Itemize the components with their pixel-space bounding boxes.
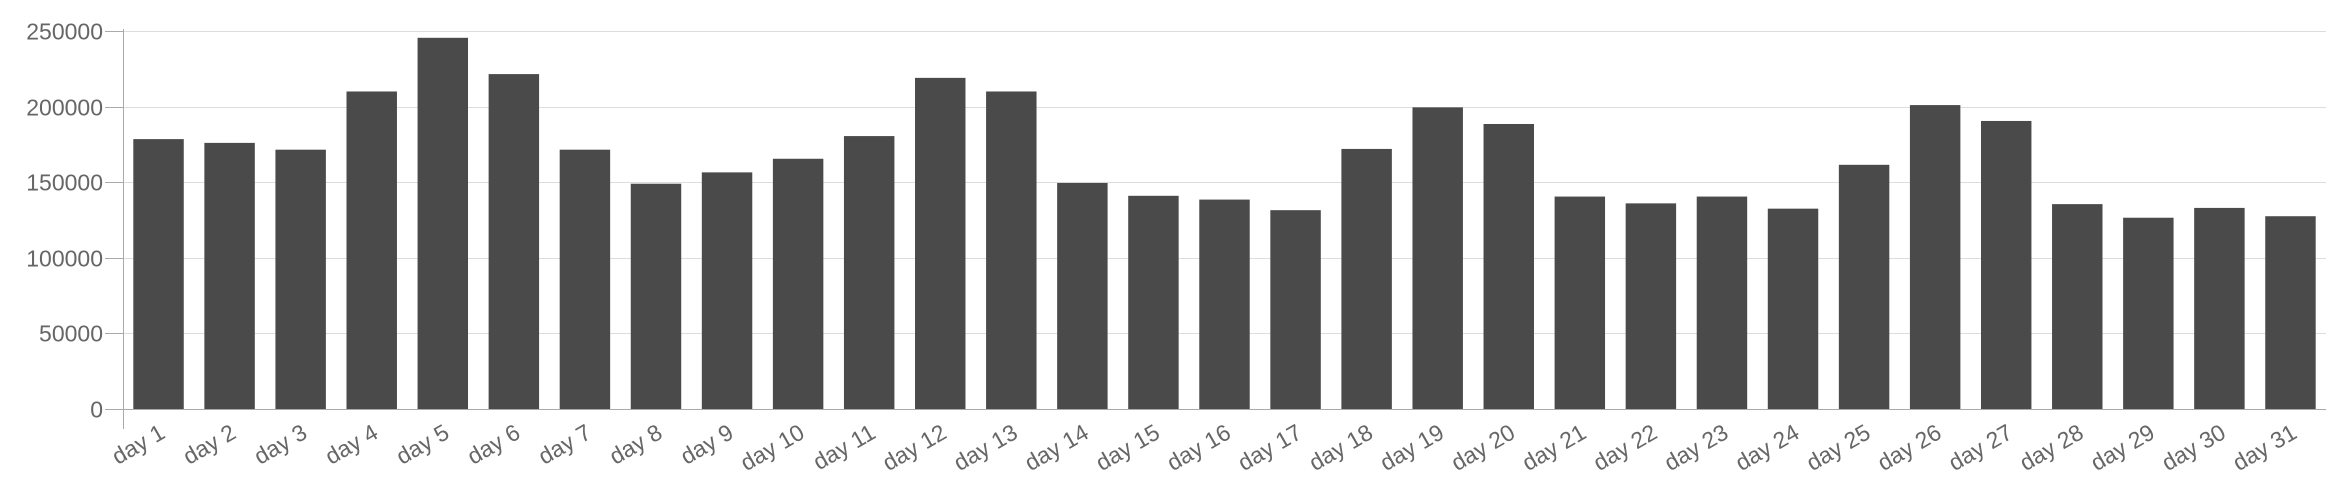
x-tick-label: day 3 (249, 419, 311, 470)
x-tick-label: day 20 (1446, 419, 1519, 476)
y-tick-label: 150000 (26, 170, 103, 196)
bar-day-27 (1980, 120, 2032, 410)
bar-day-4 (346, 91, 397, 409)
x-tick-label: day 29 (2086, 419, 2159, 476)
x-tick-label: day 6 (463, 419, 525, 470)
x-tick-label: day 5 (392, 419, 454, 470)
bar-day-6 (488, 74, 540, 409)
x-tick-label: day 13 (949, 419, 1022, 476)
x-tick-label: day 23 (1660, 419, 1733, 476)
bar-day-1 (133, 139, 184, 409)
x-tick-label: day 27 (1944, 419, 2017, 476)
bar-day-25 (1838, 164, 1890, 409)
x-tick-label: day 22 (1589, 419, 1662, 476)
x-tick-label: day 2 (178, 419, 240, 470)
x-tick-label: day 24 (1731, 419, 1804, 476)
x-tick-label: day 31 (2228, 419, 2301, 476)
x-tick-label: day 1 (107, 419, 169, 470)
x-tick-label: day 19 (1375, 419, 1448, 476)
bar-day-15 (1128, 195, 1179, 409)
bar-day-20 (1483, 123, 1534, 409)
x-tick-label: day 28 (2015, 419, 2088, 476)
x-tick-label: day 17 (1233, 419, 1306, 476)
x-tick-label: day 21 (1518, 419, 1591, 476)
bar-day-30 (2194, 207, 2245, 409)
x-tick-label: day 26 (1873, 419, 1946, 476)
bar-day-21 (1554, 196, 1606, 409)
y-tick-label: 250000 (26, 19, 103, 45)
x-tick-label: day 7 (534, 419, 596, 470)
bar-day-22 (1625, 203, 1677, 409)
bar-day-28 (2052, 204, 2103, 409)
x-tick-label: day 30 (2157, 419, 2230, 476)
bar-day-23 (1696, 196, 1748, 409)
bar-day-8 (630, 183, 682, 409)
y-tick-label: 0 (90, 397, 103, 423)
y-tick-label: 50000 (39, 321, 103, 347)
x-tick-label: day 4 (320, 419, 382, 470)
bar-day-11 (843, 136, 895, 410)
bar-day-9 (701, 172, 753, 409)
y-axis-tick-labels: 0 50000 100000 150000 200000 250000 (26, 19, 123, 423)
x-tick-label: day 12 (878, 419, 951, 476)
bar-day-16 (1199, 199, 1250, 409)
x-tick-label: day 16 (1162, 419, 1235, 476)
x-tick-label: day 8 (605, 419, 667, 470)
x-tick-label: day 15 (1091, 419, 1164, 476)
x-tick-label: day 14 (1020, 419, 1093, 476)
bar-day-14 (1057, 182, 1108, 409)
x-tick-label: day 25 (1802, 419, 1875, 476)
bar-day-24 (1767, 208, 1819, 409)
bar-day-19 (1412, 107, 1463, 409)
x-tick-label: day 10 (736, 419, 809, 476)
bar-day-12 (915, 77, 966, 409)
y-tick-label: 200000 (26, 95, 103, 121)
bar-day-13 (986, 91, 1037, 409)
bars (133, 37, 2316, 410)
x-tick-label: day 18 (1304, 419, 1377, 476)
x-tick-label: day 11 (808, 419, 879, 475)
bar-day-29 (2123, 217, 2174, 409)
bar-day-18 (1341, 148, 1392, 409)
bar-day-10 (772, 158, 824, 409)
bar-day-7 (559, 149, 611, 409)
bar-day-2 (204, 142, 255, 409)
bar-day-5 (417, 37, 469, 409)
bar-day-3 (275, 149, 326, 409)
bar-day-26 (1909, 105, 1961, 409)
y-tick-label: 100000 (26, 246, 103, 272)
x-tick-label: day 9 (676, 419, 738, 470)
bar-day-31 (2265, 216, 2316, 409)
x-axis-tick-labels: day 1 day 2 day 3 day 4 day 5 day 6 day 7 day 8… (107, 419, 2301, 476)
bar-day-17 (1270, 210, 1321, 409)
